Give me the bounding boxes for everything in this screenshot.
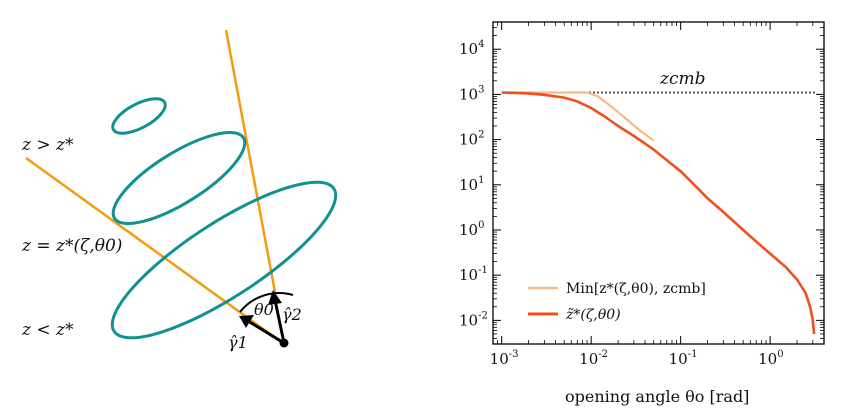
series-line-ztilde — [501, 91, 816, 335]
ellipse-large — [110, 180, 338, 340]
y-tick-label: 102 — [459, 130, 484, 149]
y-tick-label: 104 — [459, 39, 484, 58]
label-gamma1: γ̂1 — [228, 333, 248, 352]
x-tick-label: 10-1 — [669, 349, 698, 368]
chart: 10-3 10-2 10-1 100 10-2 10-1 100 101 102 103 104 z… — [459, 21, 825, 406]
angle-arc — [239, 292, 294, 313]
label-z-less: z < z* — [21, 320, 74, 340]
legend-label-min: Min[z*(ζ,θ0), zcmb] — [566, 281, 706, 297]
x-tick-label: 100 — [758, 349, 783, 368]
ellipse-small — [111, 97, 167, 135]
label-z-equal: z = z*(ζ,θ0) — [21, 236, 122, 256]
y-tick-label: 100 — [459, 220, 484, 239]
x-tick-label: 10-3 — [490, 349, 519, 368]
label-z-greater: z > z* — [21, 135, 74, 155]
y-tick-label: 101 — [459, 175, 484, 194]
gamma2-arrowhead — [268, 290, 282, 305]
ray-line-2 — [224, 29, 277, 293]
x-axis-title: opening angle θo [rad] — [565, 387, 749, 406]
ray-line-1 — [25, 156, 285, 346]
gamma2-arrow — [273, 299, 286, 344]
ellipse-medium — [111, 130, 247, 226]
y-tick-label: 10-1 — [459, 265, 488, 284]
label-gamma2: γ̂2 — [282, 305, 302, 324]
geometry-diagram: z > z* z = z*(ζ,θ0) z < z* θ0 γ̂2 γ̂1 — [21, 29, 338, 352]
series-layer — [501, 91, 816, 335]
legend-label-ztilde: z̃*(ζ,θ0) — [565, 307, 621, 323]
label-theta0: θ0 — [254, 300, 274, 319]
gamma1-arrowhead — [239, 315, 254, 328]
gamma1-arrow — [247, 319, 285, 345]
y-tick-label: 10-2 — [459, 310, 488, 329]
legend: Min[z*(ζ,θ0), zcmb] z̃*(ζ,θ0) — [528, 281, 706, 323]
ticks-layer: 10-3 10-2 10-1 100 10-2 10-1 100 101 102 103 104 — [459, 21, 825, 368]
x-tick-label: 10-2 — [579, 349, 608, 368]
observer-point — [279, 338, 289, 348]
zcmb-annotation: zcmb — [659, 69, 705, 89]
plot-frame — [492, 21, 825, 345]
y-tick-label: 103 — [459, 84, 484, 103]
series-line-min — [501, 91, 655, 142]
